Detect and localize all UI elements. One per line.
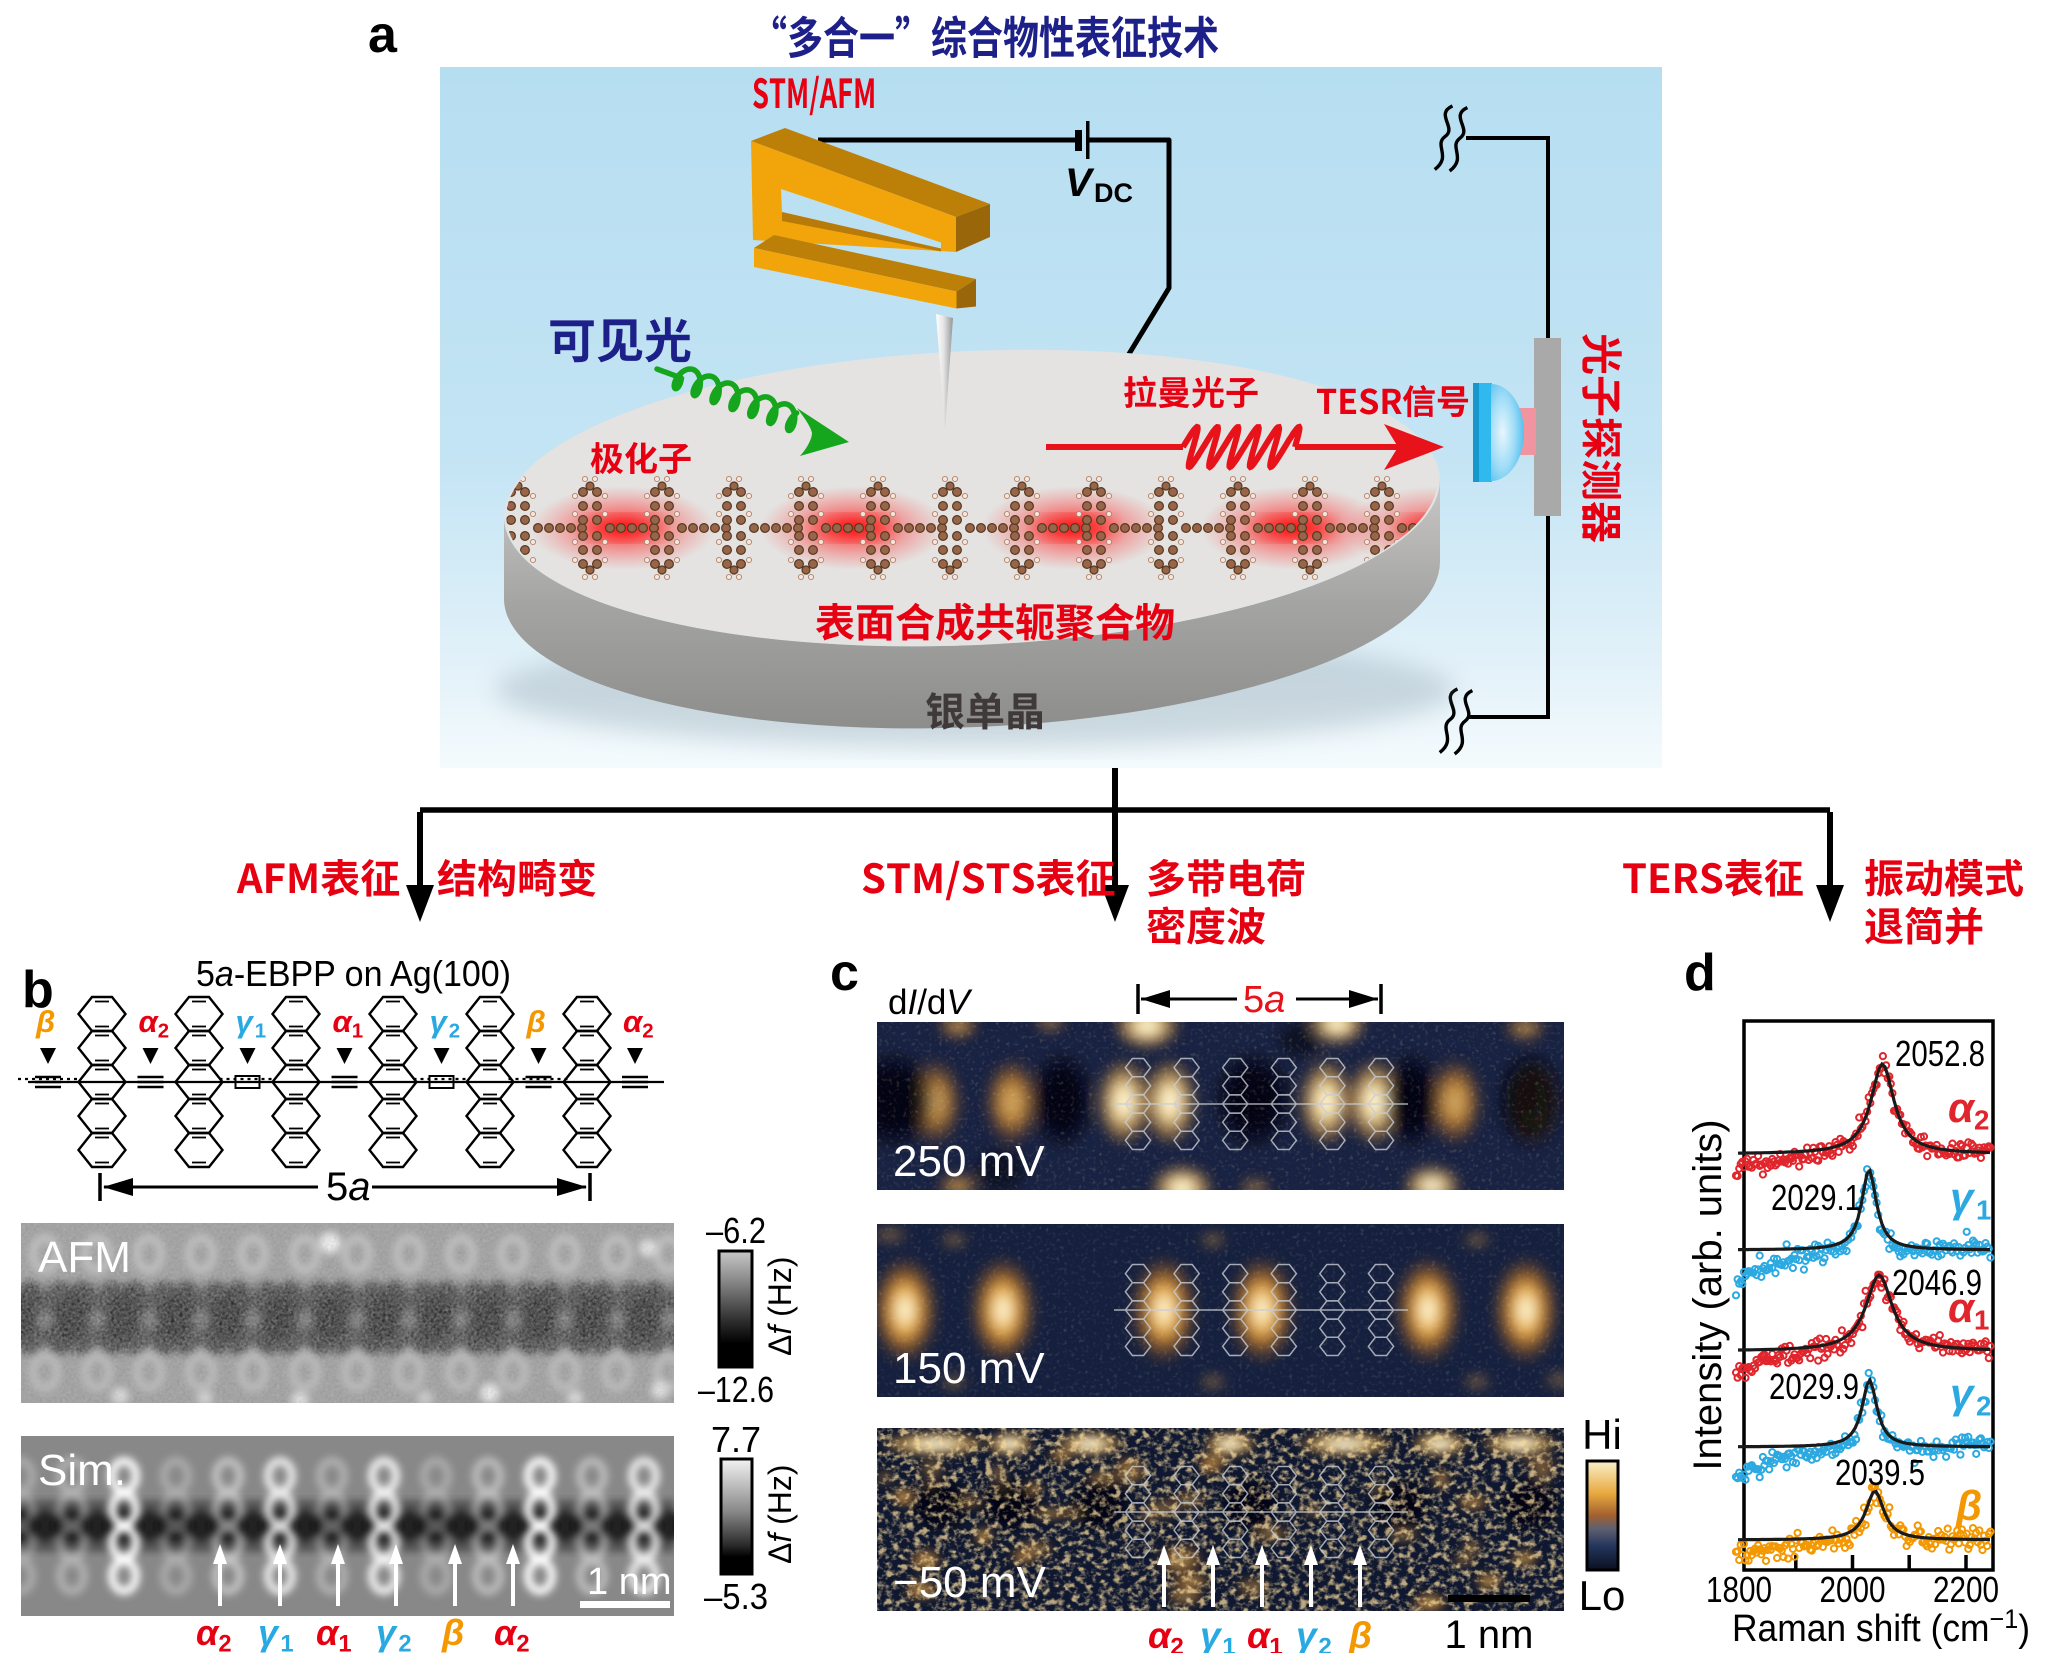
svg-text:2000: 2000 [1820,1569,1886,1610]
svg-text:2: 2 [1170,1634,1184,1653]
svg-text:2: 2 [1976,1391,1991,1422]
svg-text:2200: 2200 [1933,1569,1999,1610]
svg-text:α: α [1247,1615,1272,1653]
svg-text:dI/dV: dI/dV [888,983,973,1022]
svg-text:2052.8: 2052.8 [1895,1033,1985,1074]
svg-text:–5.3: –5.3 [704,1576,768,1617]
svg-text:α: α [1148,1615,1173,1653]
svg-text:γ: γ [236,1004,255,1039]
svg-text:α: α [494,1612,518,1653]
svg-text:β: β [526,1004,546,1039]
svg-text:β: β [1348,1615,1372,1653]
svg-text:150 mV: 150 mV [893,1344,1045,1393]
svg-text:Δf (Hz): Δf (Hz) [762,1464,798,1564]
svg-text:5a: 5a [326,1165,371,1209]
svg-text:2: 2 [516,1630,529,1653]
svg-text:2039.5: 2039.5 [1835,1452,1925,1493]
svg-text:1: 1 [338,1630,351,1653]
svg-text:2: 2 [398,1630,411,1653]
svg-text:Lo: Lo [1579,1572,1626,1619]
svg-text:Δf (Hz): Δf (Hz) [762,1256,798,1356]
svg-text:2029.1: 2029.1 [1771,1177,1861,1218]
svg-text:γ: γ [430,1004,449,1039]
svg-text:V: V [1065,161,1095,205]
svg-text:γ: γ [1200,1615,1223,1653]
svg-text:β: β [1955,1482,1982,1529]
svg-text:AFM: AFM [38,1233,131,1282]
svg-text:250 mV: 250 mV [893,1137,1045,1186]
svg-text:d: d [1684,944,1716,1002]
svg-text:Sim.: Sim. [38,1446,126,1495]
svg-text:α: α [1948,1284,1976,1331]
svg-text:2: 2 [158,1020,169,1043]
svg-text:1: 1 [352,1020,363,1043]
svg-text:5a-EBPP on Ag(100): 5a-EBPP on Ag(100) [196,953,511,994]
svg-text:1: 1 [1976,1195,1991,1226]
svg-text:1: 1 [1269,1634,1283,1653]
svg-text:Hi: Hi [1582,1411,1622,1458]
svg-text:c: c [830,944,859,1002]
svg-text:2: 2 [449,1020,460,1043]
svg-text:Raman shift (cm−1): Raman shift (cm−1) [1732,1604,2030,1650]
svg-text:α: α [316,1612,340,1653]
svg-text:b: b [22,961,54,1019]
svg-text:Intensity (arb. units): Intensity (arb. units) [1686,1119,1730,1470]
svg-text:2: 2 [218,1630,231,1653]
svg-text:1: 1 [1974,1305,1989,1336]
svg-text:a: a [368,6,398,64]
svg-text:1: 1 [280,1630,293,1653]
svg-text:1 nm: 1 nm [1445,1613,1534,1653]
svg-text:2029.9: 2029.9 [1769,1366,1859,1407]
svg-text:2: 2 [1318,1634,1332,1653]
svg-text:α: α [196,1612,220,1653]
svg-text:2: 2 [1974,1105,1989,1136]
svg-text:1800: 1800 [1706,1569,1772,1610]
svg-text:γ: γ [258,1612,280,1653]
svg-text:γ: γ [1950,1174,1976,1221]
svg-text:–12.6: –12.6 [698,1369,774,1410]
svg-text:α: α [623,1004,644,1039]
svg-text:γ: γ [1950,1370,1976,1417]
svg-text:1: 1 [255,1020,266,1043]
svg-text:β: β [441,1612,464,1653]
svg-text:β: β [35,1004,55,1039]
svg-text:1: 1 [1222,1634,1236,1653]
svg-text:γ: γ [1296,1615,1319,1653]
svg-text:α: α [333,1004,354,1039]
svg-text:α: α [1948,1084,1976,1131]
svg-text:1 nm: 1 nm [587,1561,671,1603]
svg-text:2046.9: 2046.9 [1892,1262,1982,1303]
svg-text:7.7: 7.7 [711,1419,761,1460]
svg-text:DC: DC [1094,178,1133,208]
svg-text:−50 mV: −50 mV [893,1558,1047,1607]
svg-text:γ: γ [376,1612,398,1653]
svg-text:2: 2 [642,1020,653,1043]
svg-text:α: α [139,1004,160,1039]
svg-text:–6.2: –6.2 [706,1210,766,1251]
svg-text:5a: 5a [1243,979,1285,1021]
